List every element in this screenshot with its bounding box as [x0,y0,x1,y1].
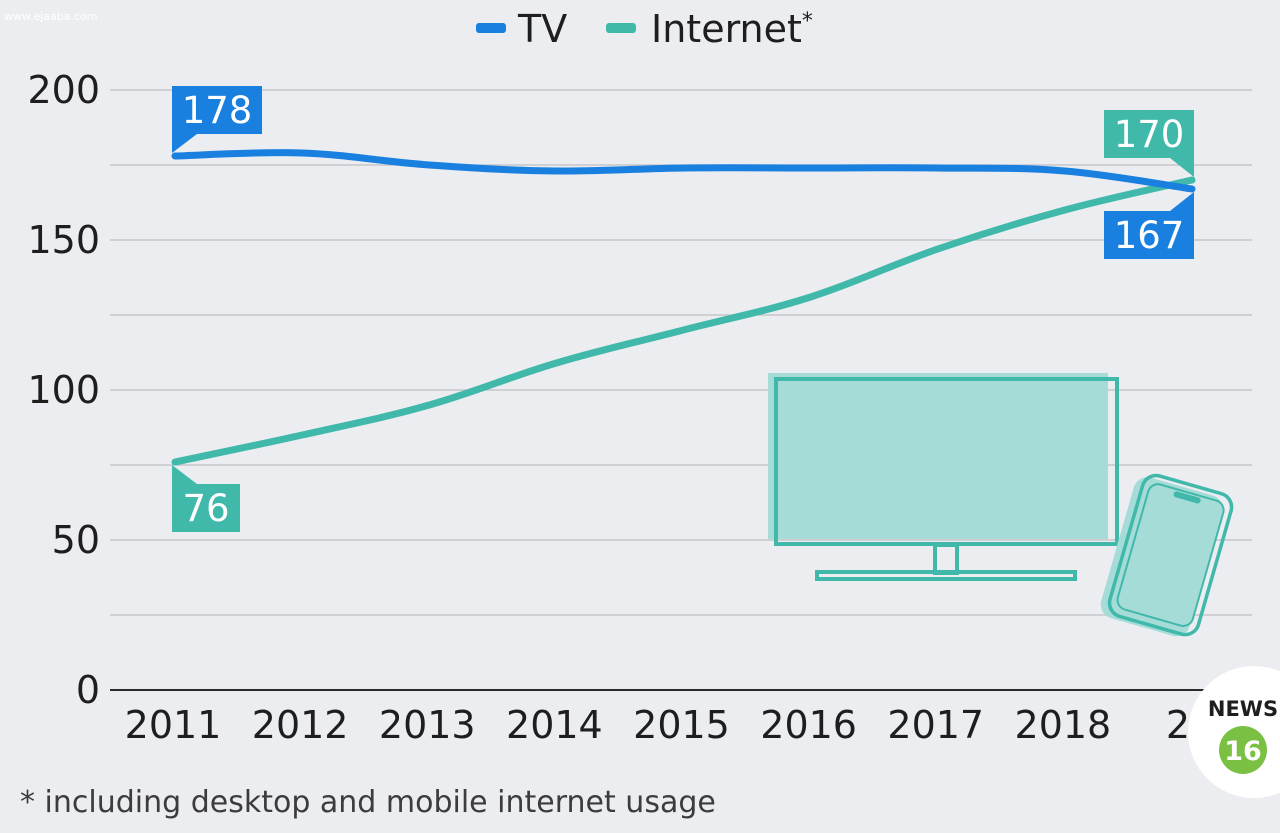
tv-screen-back [768,373,1108,539]
phone-notch [1173,491,1201,504]
phone-screen [1116,483,1225,627]
tv-stand-base [815,570,1077,581]
news-badge: NEWS 16 [1188,666,1280,798]
legend-label-tv: TV [517,7,567,51]
data-label-box [1104,211,1194,259]
data-label-internet-2019: 170 [1104,110,1194,177]
series-line-tv [171,149,1196,193]
smartphone-icon [1100,473,1234,637]
x-axis-ticks: 2011201220132014201520162017201820 [125,703,1215,747]
news-badge-label: NEWS [1208,697,1278,721]
data-label-pointer [172,465,197,484]
data-label-pointer [1170,158,1194,177]
y-tick-label: 100 [27,368,100,412]
data-label-box [1104,110,1194,158]
footnote: * including desktop and mobile internet … [20,785,716,820]
data-label-text: 178 [182,89,253,132]
news-badge-number: 16 [1224,736,1262,767]
y-tick-label: 50 [52,518,100,562]
series-line-internet [171,176,1196,466]
data-label-box [172,86,262,134]
data-label-pointer [172,134,197,153]
legend-swatch-tv [476,23,506,33]
legend-label-internet: Internet* [651,7,813,51]
x-tick-label: 2018 [1015,703,1112,747]
data-label-tv-2011: 178 [172,86,262,153]
data-labels: 178 167 76 170 [172,86,1194,532]
data-label-text: 76 [182,487,229,530]
data-label-text: 167 [1114,214,1185,257]
series-lines [171,149,1196,466]
watermark-text: www.ejaaba.com [4,10,98,23]
legend-label-internet-text: Internet [651,7,802,51]
x-tick-label: 2011 [125,703,222,747]
legend: TV Internet* [476,7,813,51]
data-label-tv-2019: 167 [1104,192,1194,259]
x-tick-label: 2016 [760,703,857,747]
x-tick-label: 2017 [887,703,984,747]
legend-label-internet-marker: * [802,9,813,34]
data-label-internet-2011: 76 [172,465,240,532]
phone-body-back [1100,477,1223,637]
x-tick-label: 2013 [379,703,476,747]
x-tick-label: 2015 [633,703,730,747]
y-axis-ticks: 0 50 100 150 200 [27,68,100,712]
tv-stand-neck [933,543,959,575]
data-label-box [172,484,240,532]
tv-icon [768,373,1119,581]
legend-swatch-internet [606,23,636,33]
x-tick-label: 2014 [506,703,603,747]
news-badge-number-circle [1219,726,1267,774]
data-label-text: 170 [1114,113,1185,156]
y-tick-label: 0 [76,668,100,712]
y-tick-label: 200 [27,68,100,112]
y-tick-label: 150 [27,218,100,262]
grid-lines [110,89,1252,691]
phone-body-frame [1107,473,1234,637]
x-tick-label: 2012 [252,703,349,747]
data-label-pointer [1170,192,1194,211]
